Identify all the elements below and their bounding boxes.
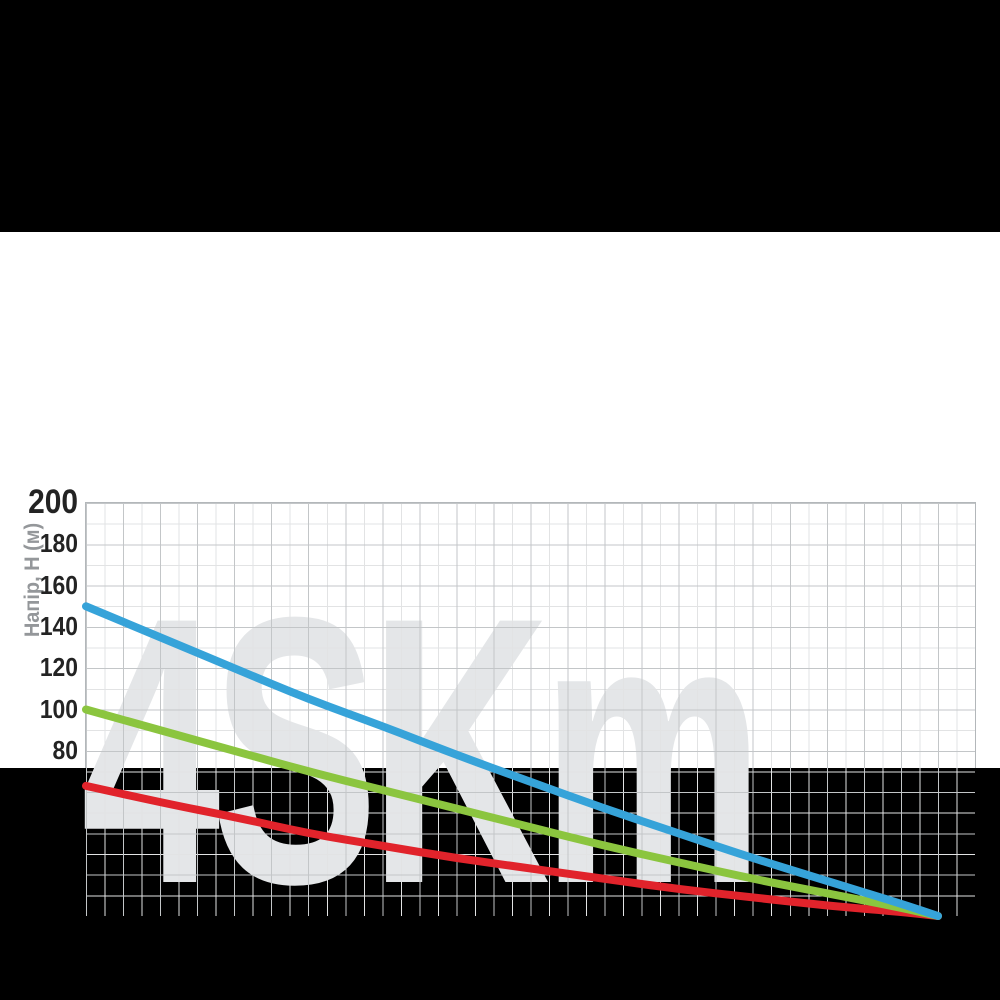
y-tick-label: 200	[28, 483, 79, 521]
y-tick-label: 140	[39, 610, 78, 641]
y-tick-label: 80	[52, 734, 78, 765]
plot-area: 4SKm	[81, 502, 976, 941]
series-line-4-skm-150	[82, 705, 942, 920]
chart-panel: 4SKm Напір, H (м) Продуктивність, Q (л/х…	[0, 232, 1000, 982]
series-line-4-skm-100	[82, 781, 942, 920]
curves-svg	[82, 602, 942, 920]
series-line-4-skm-200	[82, 602, 942, 920]
y-tick-label: 100	[39, 693, 78, 724]
top-black-bar	[0, 0, 1000, 232]
y-tick-label: 180	[39, 528, 78, 559]
y-tick-label: 160	[39, 569, 78, 600]
y-tick-label: 120	[39, 652, 78, 683]
grid	[86, 503, 975, 916]
